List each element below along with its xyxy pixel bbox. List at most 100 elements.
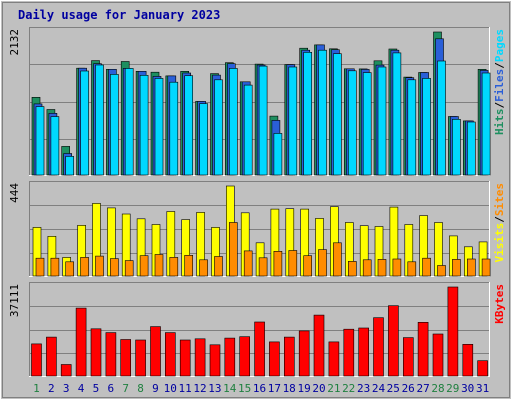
bar-pages-day-11 bbox=[184, 75, 193, 176]
x-tick-day-5: 5 bbox=[93, 382, 100, 395]
bar-pages-day-9 bbox=[154, 78, 164, 176]
bar-kbytes-day-10 bbox=[165, 332, 176, 377]
bar-pages-day-23 bbox=[362, 72, 372, 176]
x-tick-day-7: 7 bbox=[122, 382, 129, 395]
bar-sites-day-17 bbox=[273, 251, 283, 277]
bar-sites-day-11 bbox=[184, 255, 193, 277]
bar-pages-day-5 bbox=[95, 64, 104, 176]
bar-pages-day-13 bbox=[214, 79, 223, 176]
bar-pages-day-3 bbox=[65, 156, 74, 176]
bar-pages-day-28 bbox=[437, 60, 446, 176]
bar-sites-day-9 bbox=[154, 254, 164, 277]
bar-pages-day-7 bbox=[124, 68, 134, 176]
legend-entry: KBytes bbox=[493, 284, 506, 324]
bar-sites-day-30 bbox=[466, 258, 476, 277]
bar-sites-day-12 bbox=[199, 259, 208, 277]
x-tick-day-22: 22 bbox=[342, 382, 355, 395]
bar-sites-day-5 bbox=[95, 255, 104, 277]
bar-sites-day-14 bbox=[229, 222, 238, 277]
bar-kbytes-day-25 bbox=[388, 305, 399, 377]
bar-pages-day-16 bbox=[258, 65, 268, 176]
bar-kbytes-day-31 bbox=[477, 360, 488, 377]
bar-sites-day-2 bbox=[50, 257, 60, 277]
legend-entry: Files bbox=[493, 69, 506, 102]
bar-kbytes-day-2 bbox=[46, 336, 57, 377]
bar-kbytes-day-15 bbox=[239, 336, 250, 377]
legend-entry: Pages bbox=[493, 29, 506, 62]
x-tick-day-8: 8 bbox=[137, 382, 144, 395]
x-tick-day-9: 9 bbox=[152, 382, 159, 395]
bar-sites-day-21 bbox=[333, 242, 342, 277]
x-tick-day-17: 17 bbox=[268, 382, 281, 395]
x-tick-day-28: 28 bbox=[431, 382, 444, 395]
bar-pages-day-12 bbox=[199, 103, 208, 176]
x-tick-day-29: 29 bbox=[446, 382, 459, 395]
bar-kbytes-day-14 bbox=[224, 337, 236, 377]
panel-legend: Visits/Sites bbox=[493, 183, 506, 263]
bar-pages-day-25 bbox=[392, 52, 402, 176]
bar-kbytes-day-6 bbox=[105, 332, 117, 377]
bar-sites-day-26 bbox=[407, 261, 417, 277]
bar-pages-day-26 bbox=[407, 79, 417, 176]
x-axis-labels: 1 2 3 4 5 6 7 8 9 10 11 12 13 14 15 16 17 18 19 20 21 22 23 24 2… bbox=[33, 382, 489, 395]
bar-sites-day-23 bbox=[362, 259, 372, 277]
legend-separator: / bbox=[493, 62, 506, 69]
bar-sites-day-15 bbox=[243, 250, 253, 277]
x-tick-day-27: 27 bbox=[416, 382, 429, 395]
bar-pages-day-27 bbox=[422, 78, 431, 176]
x-tick-day-21: 21 bbox=[327, 382, 340, 395]
bar-kbytes-day-13 bbox=[209, 344, 221, 377]
bar-sites-day-25 bbox=[392, 258, 402, 277]
bar-pages-day-31 bbox=[481, 72, 491, 176]
bar-kbytes-day-24 bbox=[373, 317, 384, 377]
x-tick-day-26: 26 bbox=[402, 382, 415, 395]
bar-sites-day-16 bbox=[258, 257, 268, 277]
bar-kbytes-day-22 bbox=[343, 328, 355, 377]
bar-pages-day-2 bbox=[50, 116, 60, 176]
bar-pages-day-29 bbox=[452, 119, 461, 176]
legend-separator: / bbox=[493, 102, 506, 109]
bar-kbytes-day-29 bbox=[447, 286, 459, 377]
bar-kbytes-day-28 bbox=[432, 333, 444, 377]
x-tick-day-16: 16 bbox=[253, 382, 266, 395]
bar-pages-day-15 bbox=[243, 84, 253, 176]
bar-sites-day-6 bbox=[110, 258, 119, 277]
x-tick-day-15: 15 bbox=[238, 382, 251, 395]
bar-kbytes-day-4 bbox=[75, 307, 87, 377]
bar-sites-day-22 bbox=[347, 261, 357, 277]
x-tick-day-23: 23 bbox=[357, 382, 370, 395]
x-tick-day-3: 3 bbox=[63, 382, 70, 395]
legend-entry: Hits bbox=[493, 109, 506, 136]
bar-kbytes-day-26 bbox=[402, 337, 414, 377]
bar-pages-day-17 bbox=[273, 133, 283, 176]
x-tick-day-13: 13 bbox=[208, 382, 221, 395]
bar-kbytes-day-16 bbox=[254, 321, 265, 377]
x-tick-day-10: 10 bbox=[164, 382, 177, 395]
x-tick-day-24: 24 bbox=[372, 382, 386, 395]
bar-pages-day-6 bbox=[110, 74, 119, 176]
x-tick-day-14: 14 bbox=[223, 382, 237, 395]
x-tick-day-19: 19 bbox=[297, 382, 310, 395]
bar-sites-day-31 bbox=[481, 258, 491, 277]
bar-pages-day-14 bbox=[229, 68, 238, 176]
y-max-label: 444 bbox=[8, 183, 21, 203]
x-tick-day-4: 4 bbox=[78, 382, 85, 395]
x-tick-day-18: 18 bbox=[283, 382, 296, 395]
x-tick-day-6: 6 bbox=[107, 382, 114, 395]
bar-sites-day-20 bbox=[318, 249, 327, 277]
bar-pages-day-1 bbox=[35, 106, 45, 176]
bar-sites-day-19 bbox=[303, 255, 313, 277]
bar-kbytes-day-8 bbox=[135, 339, 146, 377]
legend-entry: Visits bbox=[493, 223, 506, 263]
bar-sites-day-7 bbox=[124, 260, 134, 277]
panel-visits-sites: 444 Visits/Sites bbox=[8, 181, 506, 277]
bar-pages-day-30 bbox=[466, 121, 476, 176]
x-tick-day-1: 1 bbox=[33, 382, 40, 395]
bar-kbytes-day-18 bbox=[283, 336, 295, 377]
x-tick-day-20: 20 bbox=[312, 382, 325, 395]
bar-kbytes-day-19 bbox=[298, 330, 310, 377]
panel-legend: Hits/Files/Pages bbox=[493, 29, 506, 135]
panel-kbytes: 37111 KBytes bbox=[8, 282, 506, 377]
